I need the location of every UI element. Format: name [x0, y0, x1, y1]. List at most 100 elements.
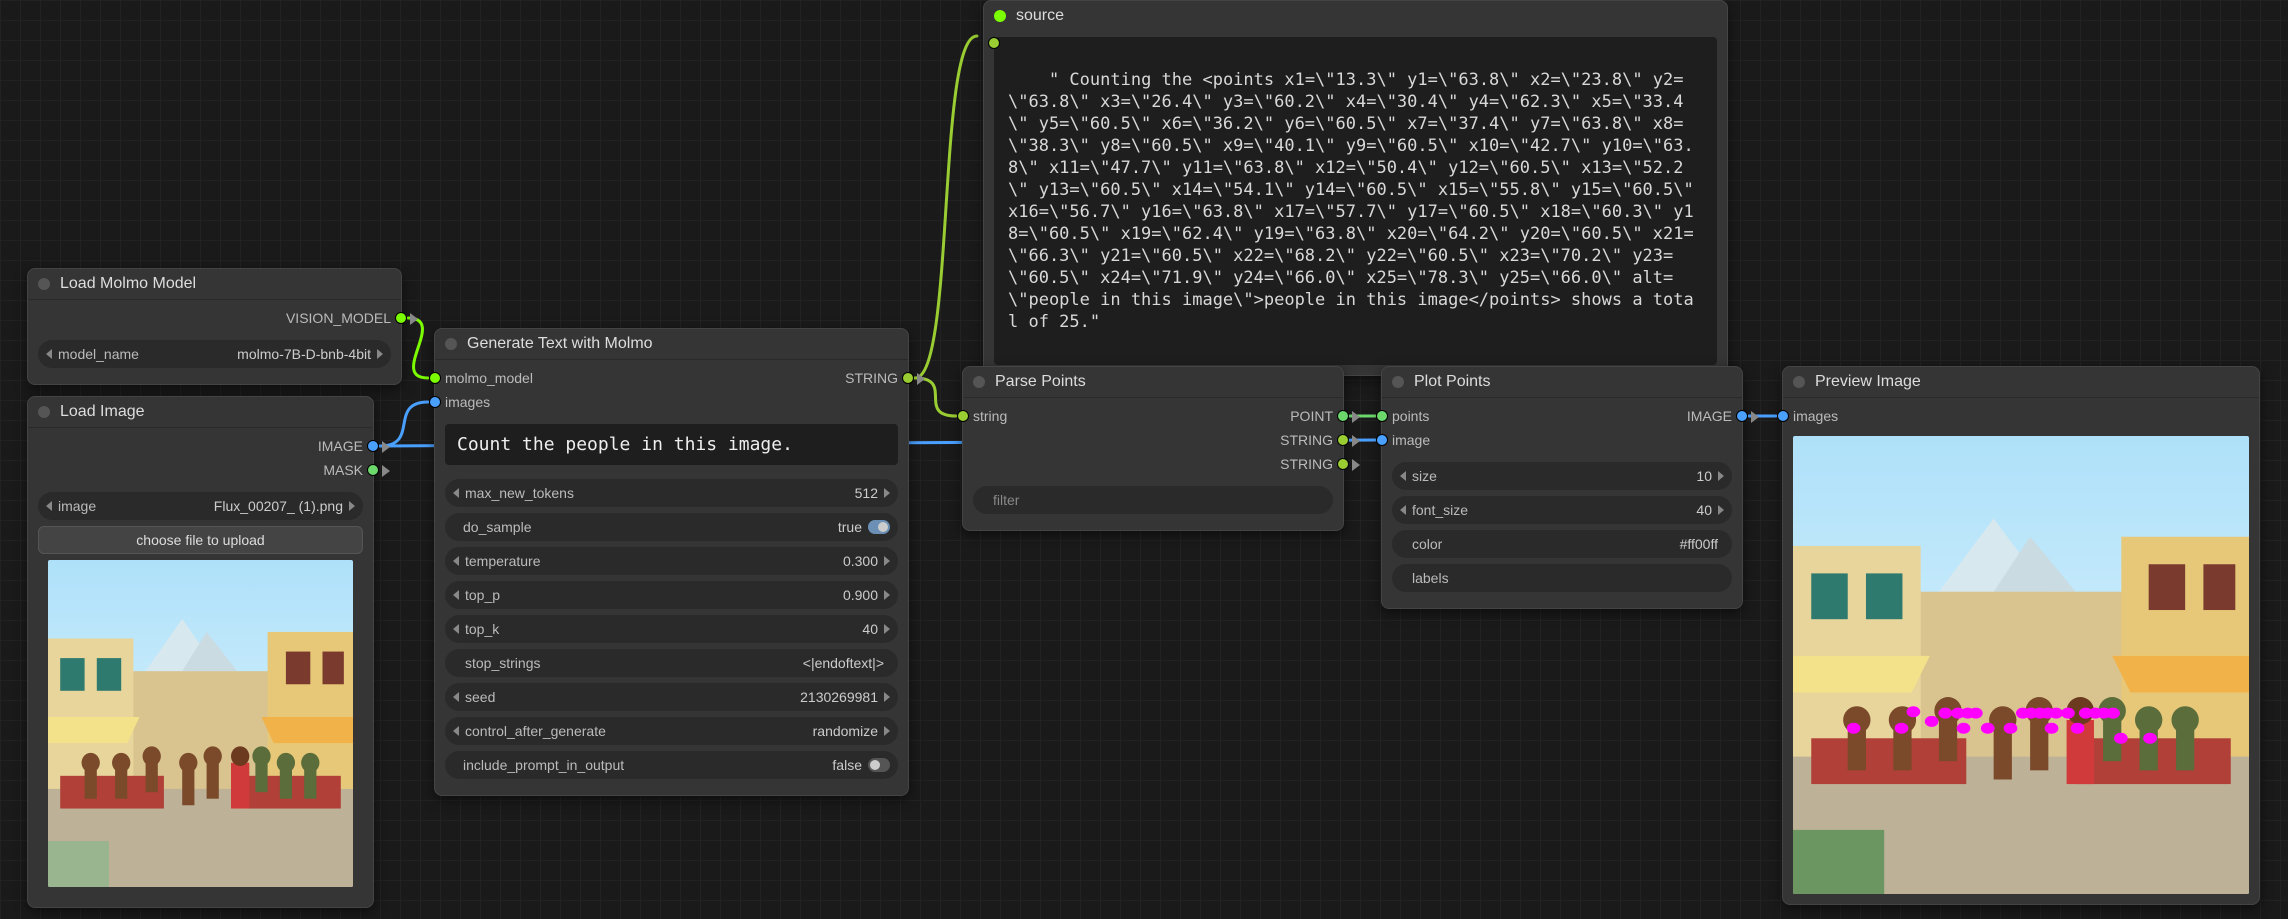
chevron-left-icon[interactable] [46, 501, 52, 511]
chevron-left-icon[interactable] [453, 590, 459, 600]
node-title: Load Molmo Model [60, 275, 196, 293]
output-port-string[interactable]: STRING [672, 366, 899, 390]
node-header[interactable]: Preview Image [1783, 367, 2259, 398]
toggle-icon[interactable] [868, 520, 890, 534]
node-header[interactable]: source [984, 1, 1727, 31]
chevron-right-icon[interactable] [1718, 505, 1724, 515]
widget-font_size[interactable]: font_size40 [1392, 496, 1732, 524]
node-header[interactable]: Parse Points [963, 367, 1343, 398]
widget-max_new_tokens[interactable]: max_new_tokens512 [445, 479, 898, 507]
node-load-molmo-model[interactable]: Load Molmo Model VISION_MODEL model_name… [27, 268, 402, 385]
widget-top_p[interactable]: top_p0.900 [445, 581, 898, 609]
input-port-images[interactable]: images [445, 390, 672, 414]
output-port-image[interactable]: IMAGE [38, 434, 363, 458]
port-dot-icon[interactable] [957, 410, 969, 422]
output-port-image[interactable]: IMAGE [1562, 404, 1732, 428]
collapse-dot-icon[interactable] [994, 10, 1006, 22]
node-header[interactable]: Load Molmo Model [28, 269, 401, 300]
source-text-display: " Counting the <points x1=\"13.3\" y1=\"… [994, 37, 1717, 365]
node-load-image[interactable]: Load Image IMAGE MASK image Flux_00207_ … [27, 396, 374, 908]
node-header[interactable]: Plot Points [1382, 367, 1742, 398]
chevron-left-icon[interactable] [1400, 505, 1406, 515]
collapse-dot-icon[interactable] [38, 278, 50, 290]
output-port-string-1[interactable]: STRING [1153, 428, 1333, 452]
chevron-left-icon[interactable] [453, 556, 459, 566]
chevron-right-icon[interactable] [884, 726, 890, 736]
node-plot-points[interactable]: Plot Points points image IMAGE size10 fon… [1381, 366, 1743, 609]
chevron-right-icon[interactable] [884, 624, 890, 634]
widget-temperature[interactable]: temperature0.300 [445, 547, 898, 575]
widget-filter[interactable]: filter [973, 486, 1333, 514]
chevron-right-icon[interactable] [884, 488, 890, 498]
chevron-right-icon[interactable] [349, 501, 355, 511]
chevron-right-icon[interactable] [377, 349, 383, 359]
output-port-string-2[interactable]: STRING [1153, 452, 1333, 476]
node-title: Generate Text with Molmo [467, 335, 653, 353]
chevron-right-icon[interactable] [1718, 471, 1724, 481]
output-port-mask[interactable]: MASK [38, 458, 363, 482]
port-dot-icon[interactable] [1376, 410, 1388, 422]
collapse-dot-icon[interactable] [1392, 376, 1404, 388]
output-port-point[interactable]: POINT [1153, 404, 1333, 428]
port-dot-icon[interactable] [1337, 434, 1349, 446]
collapse-dot-icon[interactable] [973, 376, 985, 388]
node-generate-text[interactable]: Generate Text with Molmo molmo_model ima… [434, 328, 909, 796]
input-port-points[interactable]: points [1392, 404, 1562, 428]
chevron-right-icon[interactable] [884, 590, 890, 600]
collapse-dot-icon[interactable] [1793, 376, 1805, 388]
collapse-dot-icon[interactable] [38, 406, 50, 418]
port-dot-icon[interactable] [367, 464, 379, 476]
node-source-display[interactable]: source " Counting the <points x1=\"13.3\… [983, 0, 1728, 376]
node-title: Load Image [60, 403, 145, 421]
input-port-images[interactable]: images [1793, 404, 2249, 428]
toggle-icon[interactable] [868, 758, 890, 772]
node-parse-points[interactable]: Parse Points string POINT STRING STRING [962, 366, 1344, 531]
widget-top_k[interactable]: top_k40 [445, 615, 898, 643]
input-port-string[interactable]: string [973, 404, 1153, 428]
widget-size[interactable]: size10 [1392, 462, 1732, 490]
port-dot-icon[interactable] [1777, 410, 1789, 422]
chevron-left-icon[interactable] [453, 624, 459, 634]
input-port-image[interactable]: image [1392, 428, 1562, 452]
chevron-left-icon[interactable] [46, 349, 52, 359]
output-port-vision-model[interactable]: VISION_MODEL [38, 306, 391, 330]
preview-image-display[interactable] [1793, 436, 2249, 894]
port-dot-icon[interactable] [1376, 434, 1388, 446]
widget-image[interactable]: image Flux_00207_ (1).png [38, 492, 363, 520]
chevron-right-icon[interactable] [884, 556, 890, 566]
node-header[interactable]: Generate Text with Molmo [435, 329, 908, 360]
port-dot-icon[interactable] [902, 372, 914, 384]
port-dot-icon[interactable] [1337, 458, 1349, 470]
widget-labels[interactable]: labels [1392, 564, 1732, 592]
node-title: Parse Points [995, 373, 1086, 391]
node-preview-image[interactable]: Preview Image images [1782, 366, 2260, 905]
collapse-dot-icon[interactable] [445, 338, 457, 350]
chevron-left-icon[interactable] [453, 692, 459, 702]
node-title: source [1016, 7, 1064, 25]
image-thumbnail[interactable] [48, 560, 353, 887]
widget-model-name[interactable]: model_name molmo-7B-D-bnb-4bit [38, 340, 391, 368]
port-dot-icon[interactable] [429, 372, 441, 384]
chevron-left-icon[interactable] [1400, 471, 1406, 481]
port-dot-icon[interactable] [429, 396, 441, 408]
node-title: Plot Points [1414, 373, 1490, 391]
prompt-textarea[interactable]: Count the people in this image. [445, 424, 898, 465]
input-port-molmo-model[interactable]: molmo_model [445, 366, 672, 390]
port-dot-icon[interactable] [395, 312, 407, 324]
node-header[interactable]: Load Image [28, 397, 373, 428]
widget-stop_strings[interactable]: stop_strings<|endoftext|> [445, 649, 898, 677]
widget-include_prompt_in_output[interactable]: include_prompt_in_outputfalse [445, 751, 898, 779]
widget-do_sample[interactable]: do_sampletrue [445, 513, 898, 541]
node-title: Preview Image [1815, 373, 1921, 391]
widget-control_after_generate[interactable]: control_after_generaterandomize [445, 717, 898, 745]
port-dot-icon[interactable] [367, 440, 379, 452]
widget-color[interactable]: color#ff00ff [1392, 530, 1732, 558]
widget-seed[interactable]: seed2130269981 [445, 683, 898, 711]
chevron-left-icon[interactable] [453, 726, 459, 736]
port-dot-icon[interactable] [1736, 410, 1748, 422]
port-dot-icon[interactable] [988, 37, 1000, 49]
port-dot-icon[interactable] [1337, 410, 1349, 422]
chevron-right-icon[interactable] [884, 692, 890, 702]
choose-file-button[interactable]: choose file to upload [38, 526, 363, 554]
chevron-left-icon[interactable] [453, 488, 459, 498]
